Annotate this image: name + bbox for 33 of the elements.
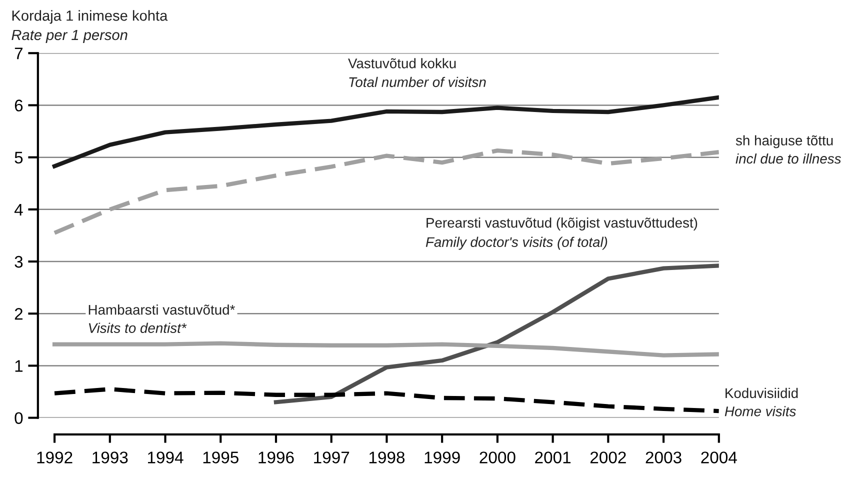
x-tick-label: 1996 xyxy=(258,452,294,464)
x-tick-label: 2003 xyxy=(646,452,682,464)
series-label: Perearsti vastuvõtud (kõigist vastuvõttudest) Family doctor's visits (of total) xyxy=(426,218,698,250)
y-tick-label: 0 xyxy=(14,412,23,424)
y-tick-label: 2 xyxy=(14,308,23,320)
x-tick-label: 1994 xyxy=(148,452,184,464)
x-tick-label: 2001 xyxy=(535,452,571,464)
x-tick-label: 1995 xyxy=(203,452,238,464)
x-tick-label: 1999 xyxy=(424,452,460,464)
chart-subtitle: Rate per 1 person xyxy=(12,30,128,44)
x-tick-label: 2002 xyxy=(590,452,626,464)
series-label: sh haiguse tõttu incl due to illness xyxy=(736,135,841,164)
x-tick-label: 1993 xyxy=(92,452,128,464)
line-series xyxy=(52,95,719,168)
chart-title: Kordaja 1 inimese kohta xyxy=(12,10,168,24)
y-tick-label: 6 xyxy=(14,100,23,112)
series-label: Hambaarsti vastuvõtud* Visits to dentist* xyxy=(88,304,235,333)
y-tick-label: 7 xyxy=(14,48,23,60)
x-tick-label: 1998 xyxy=(369,452,405,464)
x-tick-label: 1997 xyxy=(314,452,350,464)
line-series xyxy=(52,148,719,235)
line-series xyxy=(274,264,719,404)
y-tick-label: 3 xyxy=(14,256,23,268)
x-tick-label: 2004 xyxy=(701,452,737,464)
y-tick-label: 1 xyxy=(15,360,23,372)
y-tick-label: 5 xyxy=(14,152,23,164)
series-label: Vastuvõtud kokku Total number of visitsn xyxy=(348,58,486,88)
line-series xyxy=(52,387,719,414)
series-label: Koduvisiidid Home visits xyxy=(724,388,798,416)
x-tick-label: 2000 xyxy=(480,452,516,464)
x-tick-label: 1992 xyxy=(37,452,72,464)
y-tick-label: 4 xyxy=(14,204,23,216)
line-series xyxy=(52,341,719,358)
